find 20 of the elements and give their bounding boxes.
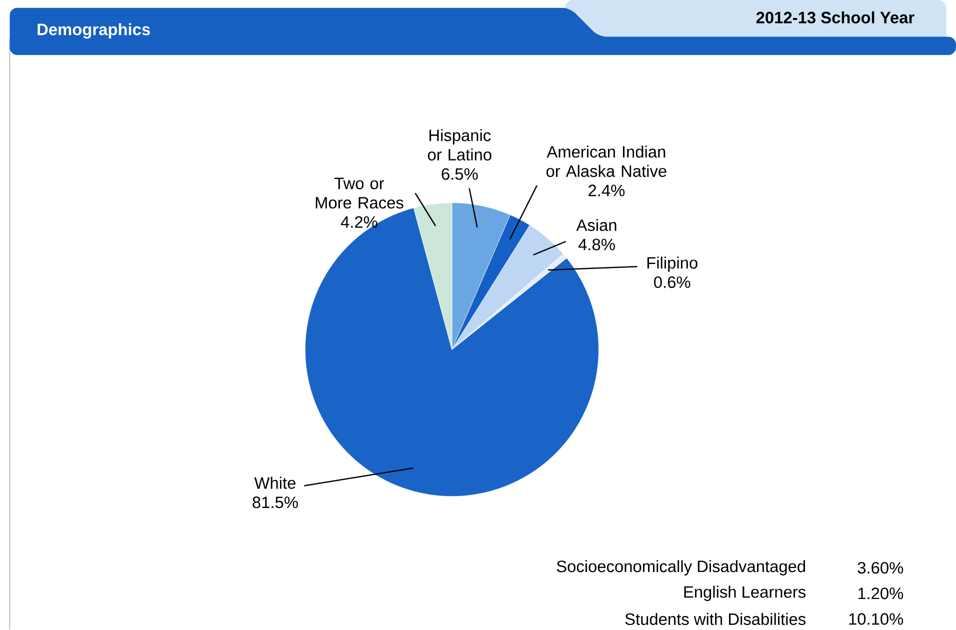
text: 3.60%: [858, 562, 904, 574]
slice-label: White: [254, 476, 296, 489]
text: 10.10%: [849, 613, 904, 625]
text: Students with Disabilities: [625, 612, 806, 625]
data-label: 4.8%: [578, 238, 615, 250]
data-label: 2.4%: [588, 184, 625, 196]
text: Demographics: [38, 23, 150, 39]
slice-label: Filipino: [647, 256, 698, 272]
slice-label: American Indian or Alaska Native: [546, 146, 666, 177]
data-label: 4.2%: [340, 216, 378, 228]
slice-label: Hispanic or Latino: [428, 129, 492, 160]
data-label: 81.5%: [252, 496, 298, 508]
text: Socioeconomically Disadvantaged: [556, 560, 806, 576]
text: English Learners: [684, 586, 806, 602]
text: 2012-13 School Year: [756, 11, 914, 24]
data-label: 0.6%: [654, 276, 690, 288]
slice-label: Two or More Races: [316, 178, 404, 209]
text: 1.20%: [858, 588, 904, 600]
slice-label: Asian: [576, 218, 616, 231]
data-label: 6.5%: [442, 168, 478, 180]
